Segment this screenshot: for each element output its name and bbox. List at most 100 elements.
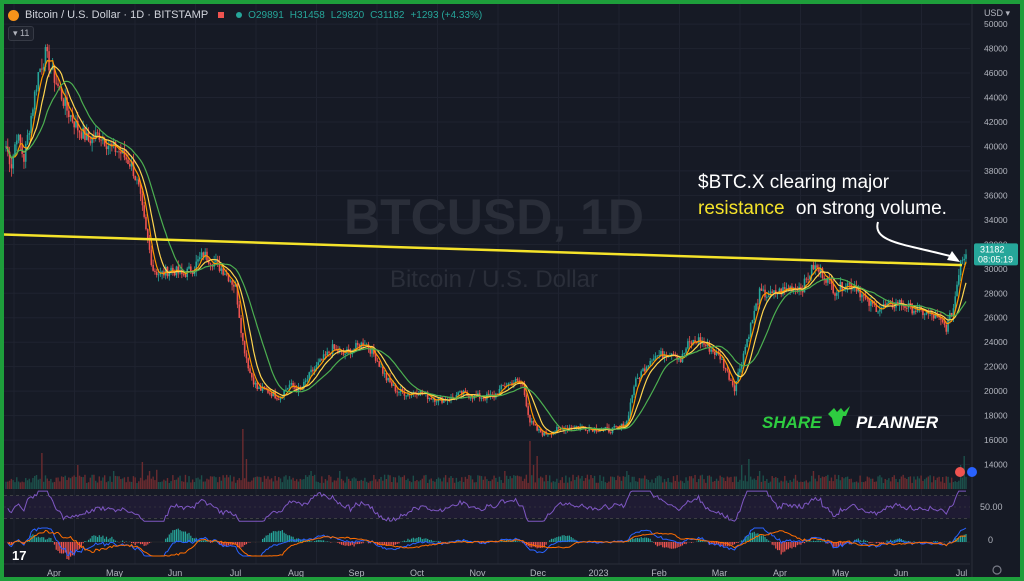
- volume-bar: [367, 482, 370, 489]
- volume-bar: [735, 476, 738, 489]
- volume-bar: [773, 477, 775, 489]
- candle-body: [715, 351, 718, 355]
- volume-bar: [50, 478, 52, 489]
- volume-bar: [86, 482, 88, 489]
- volume-bar: [102, 477, 104, 489]
- volume-bar: [701, 474, 703, 489]
- volume-bar: [744, 475, 746, 489]
- time-tick-label: Dec: [530, 568, 547, 577]
- resistance-line[interactable]: [4, 233, 963, 267]
- volume-bar: [884, 478, 886, 489]
- volume-bar: [685, 477, 687, 489]
- volume-bar: [549, 475, 551, 489]
- macd-histogram-bar: [52, 541, 54, 542]
- volume-bar: [877, 476, 879, 489]
- macd-histogram-bar: [261, 538, 264, 542]
- volume-bar: [405, 480, 407, 489]
- volume-bar: [633, 476, 635, 489]
- candle-body: [959, 260, 962, 276]
- time-tick-label: May: [832, 568, 850, 577]
- candle-body: [216, 260, 219, 262]
- volume-bar: [95, 480, 97, 489]
- indicator-legend-toggle[interactable]: ▾ 11: [8, 26, 35, 41]
- volume-bar: [749, 476, 752, 489]
- macd-histogram-bar: [746, 536, 748, 542]
- volume-bar: [751, 479, 754, 489]
- time-tick-label: May: [106, 568, 124, 577]
- volume-bar: [843, 478, 845, 489]
- macd-histogram-bar: [936, 541, 938, 542]
- candle-body: [496, 393, 499, 396]
- macd-histogram-bar: [315, 540, 318, 542]
- volume-bar: [163, 479, 165, 489]
- volume-bar: [418, 481, 420, 489]
- volume-bar: [206, 478, 208, 489]
- volume-bar: [787, 482, 790, 489]
- candle-body: [466, 392, 468, 396]
- tradingview-icon: 17: [12, 548, 26, 563]
- macd-histogram-bar: [428, 540, 431, 542]
- candle-body: [773, 290, 775, 293]
- macd-histogram-bar: [671, 542, 673, 549]
- volume-bar: [606, 482, 608, 489]
- macd-histogram-bar: [439, 541, 441, 542]
- volume-bar: [534, 482, 537, 489]
- volume-bar: [911, 482, 913, 489]
- currency-selector[interactable]: USD ▾: [984, 8, 1010, 19]
- candle-body: [814, 265, 817, 270]
- volume-bar: [766, 478, 768, 489]
- candle-body: [125, 157, 128, 160]
- macd-histogram-bar: [559, 536, 562, 542]
- candle-body: [469, 397, 472, 399]
- price-chart[interactable]: BTCUSD, 1D Bitcoin / U.S. Dollar 14000 16…: [4, 4, 1020, 577]
- flag-icon[interactable]: [218, 12, 225, 18]
- candle-body: [430, 397, 433, 400]
- volume-bar: [75, 476, 77, 489]
- volume-bar: [681, 481, 684, 489]
- candle-body: [733, 385, 736, 392]
- volume-bar: [855, 481, 858, 489]
- volume-bar: [721, 477, 723, 489]
- candle-body: [726, 369, 729, 371]
- price-tick-label: 50000: [984, 19, 1008, 29]
- volume-bar: [220, 480, 223, 489]
- macd-histogram-bar: [434, 541, 436, 542]
- volume-bar: [696, 482, 698, 489]
- candle-body: [103, 139, 106, 147]
- volume-bar: [477, 475, 479, 489]
- macd-histogram-bar: [933, 541, 935, 542]
- time-tick-label: Jul: [230, 568, 242, 577]
- candle-body: [749, 323, 752, 337]
- volume-bar: [400, 477, 402, 489]
- volume-bar: [760, 481, 763, 489]
- volume-bar: [952, 482, 955, 489]
- volume-bar: [245, 459, 248, 489]
- volume-bar: [346, 476, 348, 489]
- candle-body: [511, 382, 513, 386]
- time-axis[interactable]: Apr May Jun Jul Aug Sep Oct Nov Dec 2023 Feb Mar Apr…: [4, 563, 970, 577]
- volume-bar: [658, 475, 660, 489]
- annotation-rest: on strong volume.: [796, 198, 947, 219]
- candle-body: [35, 89, 38, 92]
- volume-bar: [904, 477, 906, 489]
- settings-icon[interactable]: [992, 565, 1002, 575]
- macd-histogram-bar: [294, 539, 296, 542]
- volume-bar: [150, 478, 153, 489]
- macd-histogram-bar: [712, 542, 714, 545]
- volume-bar: [509, 476, 511, 489]
- dividend-event-icon[interactable]: [955, 467, 965, 477]
- volume-bar: [854, 482, 856, 489]
- volume-bar: [292, 477, 294, 489]
- candle-body: [816, 265, 818, 268]
- macd-histogram-bar: [780, 542, 782, 555]
- economic-event-icon[interactable]: [967, 467, 977, 477]
- volume-bar: [276, 480, 278, 489]
- candle-body: [148, 239, 151, 250]
- symbol-title[interactable]: Bitcoin / U.S. Dollar · 1D · BITSTAMP: [25, 9, 209, 21]
- macd-histogram-bar: [784, 542, 786, 552]
- macd-histogram-bar: [565, 536, 567, 542]
- volume-bar: [794, 474, 797, 489]
- volume-bar: [39, 478, 41, 489]
- volume-bar: [694, 474, 696, 489]
- volume-bar: [583, 480, 585, 489]
